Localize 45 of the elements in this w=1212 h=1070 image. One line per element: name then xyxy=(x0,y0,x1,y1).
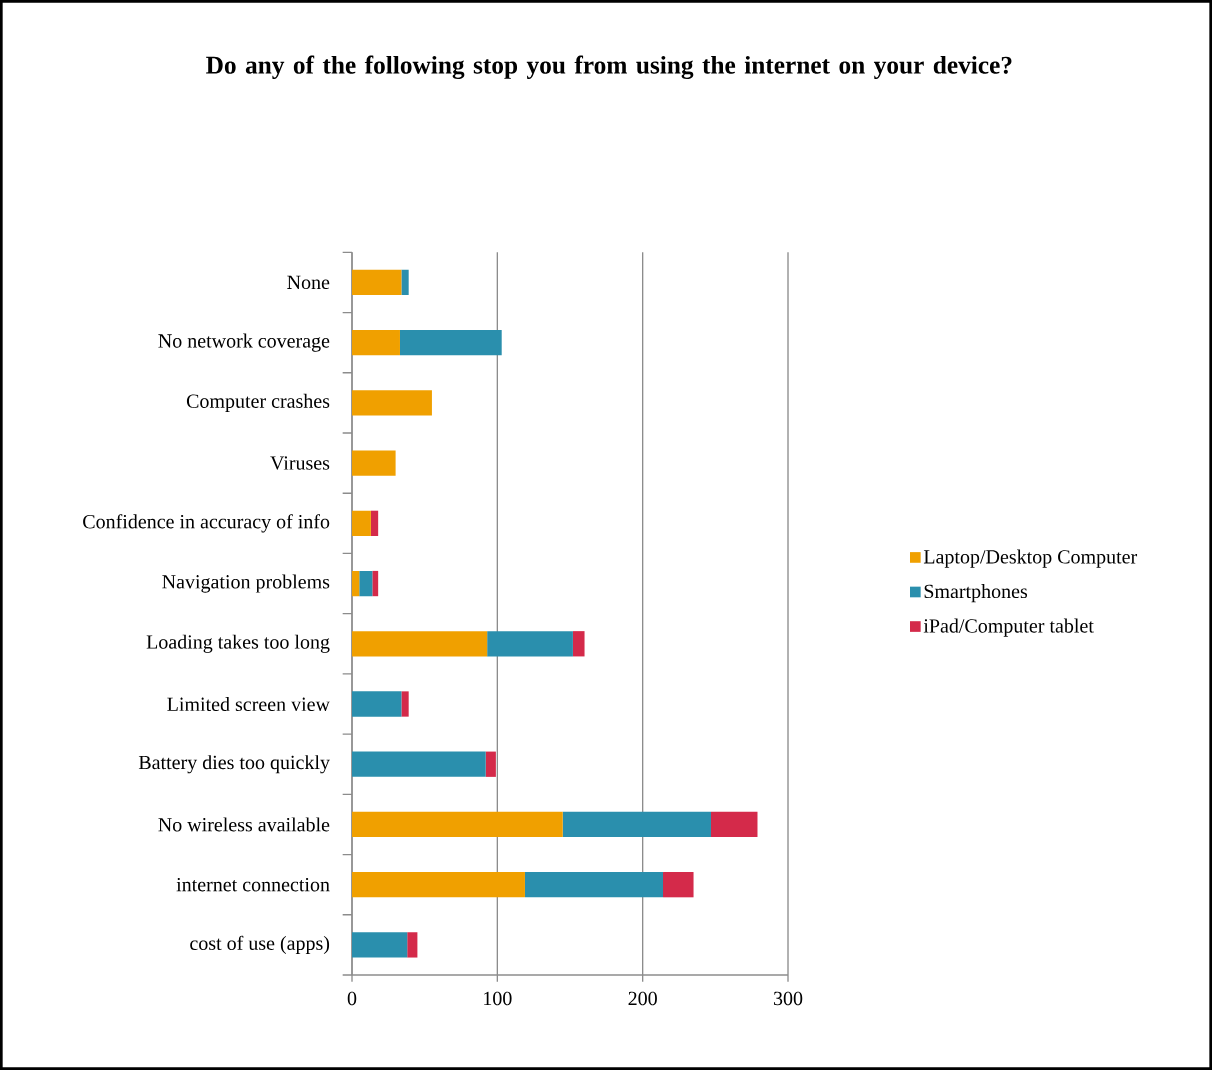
bar xyxy=(407,932,418,958)
bar xyxy=(352,390,432,416)
legend-label: iPad/Computer tablet xyxy=(923,618,1094,637)
bar xyxy=(352,872,525,898)
bar xyxy=(370,510,379,536)
x-tick-label: 0 xyxy=(347,991,357,1006)
y-tick-label: Navigation problems xyxy=(162,574,330,593)
bar xyxy=(359,570,373,597)
legend-label: Laptop/Desktop Computer xyxy=(923,549,1138,568)
bar xyxy=(352,811,563,838)
bar xyxy=(399,330,502,356)
bar xyxy=(352,450,396,476)
y-tick-label: Loading takes too long xyxy=(146,634,330,653)
y-tick-label: cost of use (apps) xyxy=(190,935,330,955)
bar xyxy=(352,631,488,657)
legend-label: Smartphones xyxy=(924,584,1028,603)
y-tick-label: No network coverage xyxy=(158,333,330,352)
bar xyxy=(352,691,402,717)
y-tick-label: Battery dies too quickly xyxy=(138,755,330,774)
bar xyxy=(352,269,402,296)
bar xyxy=(485,751,496,777)
bar xyxy=(663,872,694,898)
x-tick-label: 300 xyxy=(773,991,803,1006)
bar xyxy=(352,330,400,356)
bar xyxy=(710,811,758,838)
x-tick-label: 100 xyxy=(484,991,512,1006)
y-tick-label: None xyxy=(287,275,330,290)
bar xyxy=(401,269,409,296)
bar xyxy=(352,932,408,958)
chart-title: Do any of the following stop you from using the internet on your device? xyxy=(206,55,1012,80)
y-tick-label: Viruses xyxy=(270,456,330,470)
bar xyxy=(352,751,486,777)
bar xyxy=(524,872,664,898)
y-tick-label: internet connection xyxy=(176,877,330,892)
bar xyxy=(572,631,585,657)
bar xyxy=(401,691,409,717)
y-tick-label: No wireless available xyxy=(158,817,330,832)
y-tick-label: Computer crashes xyxy=(186,393,330,412)
x-tick-label: 200 xyxy=(628,991,657,1006)
y-tick-label: Confidence in accuracy of info xyxy=(83,514,330,533)
bar xyxy=(562,811,711,838)
bar xyxy=(352,510,371,536)
y-tick-label: Limited screen view xyxy=(167,696,330,712)
bar xyxy=(372,570,379,597)
bar xyxy=(487,631,573,657)
